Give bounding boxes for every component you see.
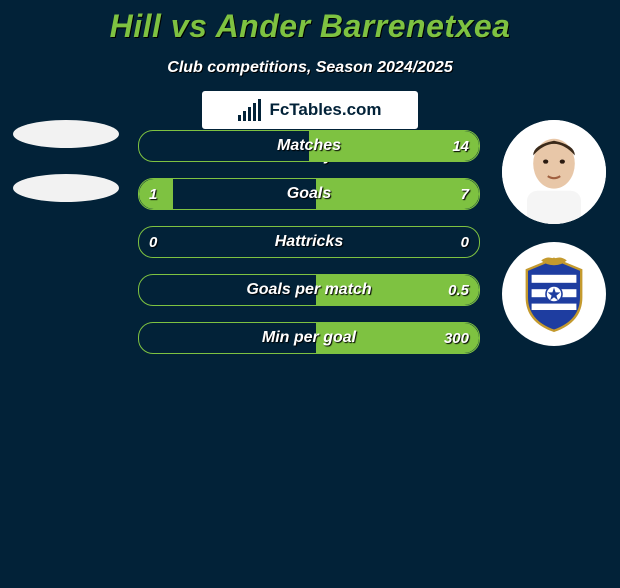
stat-label: Goals [139,179,479,209]
comparison-subtitle: Club competitions, Season 2024/2025 [0,59,620,77]
stat-label: Hattricks [139,227,479,257]
brand-bars-icon [238,99,261,121]
left-player-column [6,120,126,228]
stat-row: Min per goal300 [138,322,480,354]
stat-value-right: 0.5 [448,275,469,305]
left-player-photo-placeholder [13,120,119,148]
comparison-title: Hill vs Ander Barrenetxea [0,8,620,45]
stat-row: Matches14 [138,130,480,162]
stat-row: Hattricks0 0 [138,226,480,258]
stat-label: Min per goal [139,323,479,353]
right-player-photo [502,120,606,224]
stat-label: Matches [139,131,479,161]
left-club-crest-placeholder [13,174,119,202]
stat-row: Goals per match0.5 [138,274,480,306]
right-player-column [494,120,614,346]
stat-label: Goals per match [139,275,479,305]
stats-container: Matches14 Goals1 7 Hattricks0 0 Goals per mat… [138,130,480,370]
brand-text: FcTables.com [269,100,381,120]
right-club-crest [502,242,606,346]
stat-value-left: 0 [149,227,157,257]
brand-badge: FcTables.com [202,91,418,129]
stat-value-right: 0 [461,227,469,257]
stat-value-right: 14 [452,131,469,161]
stat-value-left: 1 [149,179,157,209]
stat-value-right: 7 [461,179,469,209]
stat-row: Goals1 7 [138,178,480,210]
stat-value-right: 300 [444,323,469,353]
